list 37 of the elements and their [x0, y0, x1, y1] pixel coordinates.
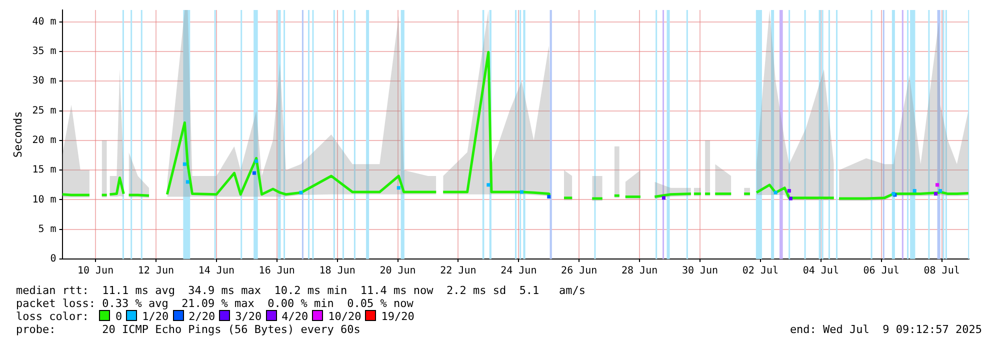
legend-label: 2/20 — [188, 310, 216, 323]
x-tick-label: 16 Jun — [258, 266, 295, 277]
x-tick-label: 10 Jun — [77, 266, 114, 277]
text: probe: 20 ICMP Echo Pings (56 Bytes) every 60s — [16, 323, 360, 336]
x-tick-label: 12 Jun — [138, 266, 174, 277]
x-tick-label: 02 Jul — [742, 266, 779, 277]
text: packet loss: 0.33 % avg 21.09 % max 0.00 % min 0.05 % now — [16, 297, 414, 310]
y-tick-label: 15 m — [32, 164, 56, 176]
text: end: Wed Jul 9 09:12:57 2025 — [790, 323, 982, 336]
x-tick-label: 06 Jul — [863, 266, 900, 277]
x-tick-label: 22 Jun — [440, 266, 476, 277]
legend-label: 19/20 — [381, 310, 414, 323]
x-tick-label: 14 Jun — [198, 266, 234, 277]
legend-label: 1/20 — [142, 310, 169, 323]
x-tick-label: 04 Jul — [802, 266, 839, 277]
legend-label: 4/20 — [282, 310, 308, 323]
y-tick-label: 25 m — [32, 105, 56, 116]
x-tick-label: 24 Jun — [500, 266, 537, 277]
legend-title: loss color: — [16, 310, 90, 323]
x-tick-label: 18 Jun — [319, 266, 356, 277]
x-tick-label: 20 Jun — [380, 266, 416, 277]
y-tick-label: 40 m — [32, 16, 56, 28]
y-tick-label: 35 m — [32, 46, 56, 58]
x-tick-label: 28 Jun — [621, 266, 658, 277]
legend-label: 3/20 — [235, 310, 262, 323]
legend-label: 0 — [115, 310, 122, 323]
y-tick-label: 10 m — [32, 194, 56, 206]
x-tick-label: 30 Jun — [682, 266, 718, 277]
text: median rtt: 11.1 ms avg 34.9 ms max 10.2 ms min 11.4 ms now 2.2 ms sd 5.1 am/s — [16, 284, 586, 297]
y-tick-label: 30 m — [32, 76, 56, 87]
y-tick-label: 0 — [50, 254, 56, 265]
y-tick-label: 5 m — [38, 224, 56, 235]
y-axis-title: Seconds — [11, 111, 24, 158]
legend-label: 10/20 — [328, 310, 362, 323]
y-tick-label: 20 m — [32, 135, 56, 146]
x-tick-label: 08 Jul — [924, 266, 960, 277]
x-tick-label: 26 Jun — [561, 266, 598, 277]
